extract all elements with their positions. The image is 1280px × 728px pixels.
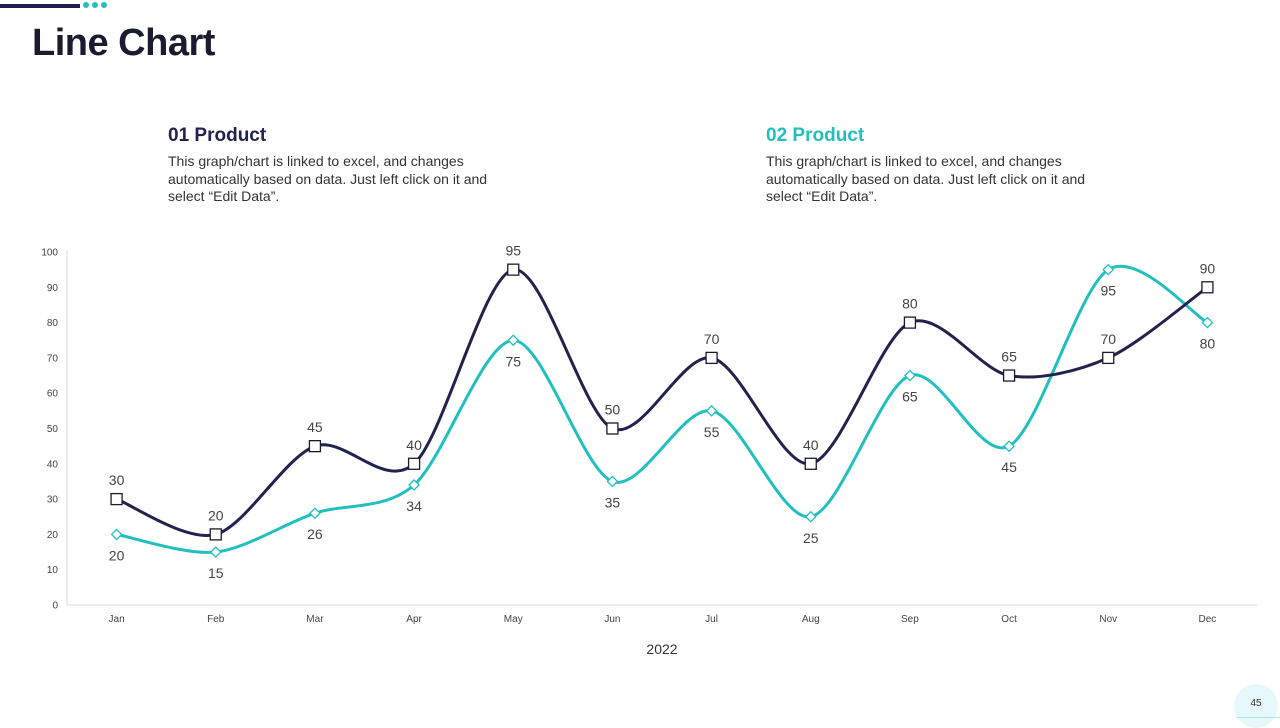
y-tick-label: 10	[47, 565, 59, 576]
series-1-marker	[110, 492, 123, 506]
series-1-data-label: 95	[505, 243, 521, 259]
series-1-data-label: 45	[307, 419, 323, 435]
series-1-data-label: 90	[1200, 260, 1216, 276]
y-tick-label: 90	[47, 283, 59, 294]
product-02-heading: 02 Product	[766, 125, 865, 146]
series-2-marker	[110, 528, 123, 541]
series-1-marker	[903, 316, 917, 329]
series-2-data-label: 20	[109, 547, 125, 563]
series-1-marker	[407, 457, 421, 470]
y-tick-label: 60	[47, 389, 59, 400]
series-2-marker	[1003, 440, 1016, 453]
x-tick-label: Jan	[109, 614, 125, 625]
series-2-data-label: 26	[307, 526, 323, 542]
series-1-marker	[606, 422, 619, 435]
series-1-marker	[1102, 351, 1115, 365]
x-tick-label: Mar	[306, 614, 324, 625]
x-tick-label: Aug	[802, 614, 820, 625]
x-tick-label: Nov	[1099, 614, 1117, 625]
y-tick-label: 50	[47, 424, 59, 435]
series-2-marker	[408, 479, 421, 491]
y-tick-label: 40	[47, 459, 59, 470]
series-1-marker	[1002, 369, 1016, 382]
y-tick-label: 0	[52, 601, 58, 612]
page-number: 45	[1250, 698, 1262, 709]
series-2-marker	[804, 510, 817, 523]
series-1-marker	[507, 263, 520, 276]
series-1-marker	[308, 439, 322, 453]
y-tick-label: 100	[41, 248, 58, 259]
product-01-block: 01 Product This graph/chart is linked to…	[168, 125, 518, 206]
x-axis-title: 2022	[646, 641, 677, 657]
series-2-data-label: 25	[803, 530, 819, 546]
series-2-marker	[705, 404, 718, 417]
x-tick-label: Oct	[1001, 614, 1017, 625]
series-1-line	[115, 268, 1209, 537]
y-tick-label: 20	[47, 530, 59, 541]
x-tick-label: Jun	[604, 614, 620, 625]
series-2-data-label: 45	[1001, 459, 1017, 475]
series-2-data-label: 65	[902, 389, 918, 405]
series-1-data-label: 30	[109, 472, 125, 488]
series-2-data-label: 15	[208, 565, 224, 581]
series-1-marker	[209, 528, 222, 541]
series-1-data-label: 40	[803, 437, 819, 453]
product-02-block: 02 Product This graph/chart is linked to…	[766, 125, 1116, 206]
series-2-data-label: 75	[505, 353, 521, 369]
header-accent-dots	[83, 2, 107, 8]
y-tick-label: 30	[47, 495, 59, 506]
series-1-data-label: 65	[1001, 349, 1017, 365]
y-tick-label: 80	[47, 318, 59, 329]
series-2-marker	[209, 546, 222, 558]
product-01-description: This graph/chart is linked to excel, and…	[168, 153, 488, 204]
series-1-marker	[1201, 281, 1214, 294]
x-tick-label: Dec	[1199, 614, 1217, 625]
series-1-data-label: 80	[902, 296, 918, 312]
series-2-marker	[606, 475, 619, 488]
x-tick-label: May	[504, 614, 523, 625]
series-1-marker	[804, 457, 817, 470]
series-2-marker	[903, 369, 916, 382]
y-tick-label: 70	[47, 353, 59, 364]
header-accent-bar	[0, 4, 80, 8]
page-title: Line Chart	[32, 22, 215, 64]
series-2-marker	[1102, 263, 1115, 276]
series-1-data-label: 20	[208, 507, 224, 523]
series-2-data-label: 34	[406, 498, 422, 514]
series-2-data-label: 55	[704, 424, 720, 440]
x-tick-label: Jul	[705, 614, 718, 625]
footer-accent-line	[1236, 717, 1280, 718]
series-2-data-label: 35	[605, 494, 621, 510]
product-02-description: This graph/chart is linked to excel, and…	[766, 153, 1086, 204]
series-2-marker	[507, 334, 520, 347]
series-2-marker	[1201, 316, 1214, 329]
series-1-data-label: 70	[1100, 331, 1116, 347]
series-2-data-label: 95	[1100, 283, 1116, 299]
series-1-marker	[705, 351, 718, 365]
x-tick-label: Feb	[207, 614, 225, 625]
x-tick-label: Apr	[406, 614, 422, 625]
series-2-marker	[308, 507, 321, 520]
series-1-data-label: 50	[605, 402, 621, 418]
x-tick-label: Sep	[901, 614, 919, 625]
series-1-data-label: 70	[704, 331, 720, 347]
series-2-data-label: 80	[1200, 336, 1216, 352]
series-2-line	[115, 265, 1209, 554]
product-01-heading: 01 Product	[168, 125, 267, 146]
series-1-data-label: 40	[406, 437, 422, 453]
